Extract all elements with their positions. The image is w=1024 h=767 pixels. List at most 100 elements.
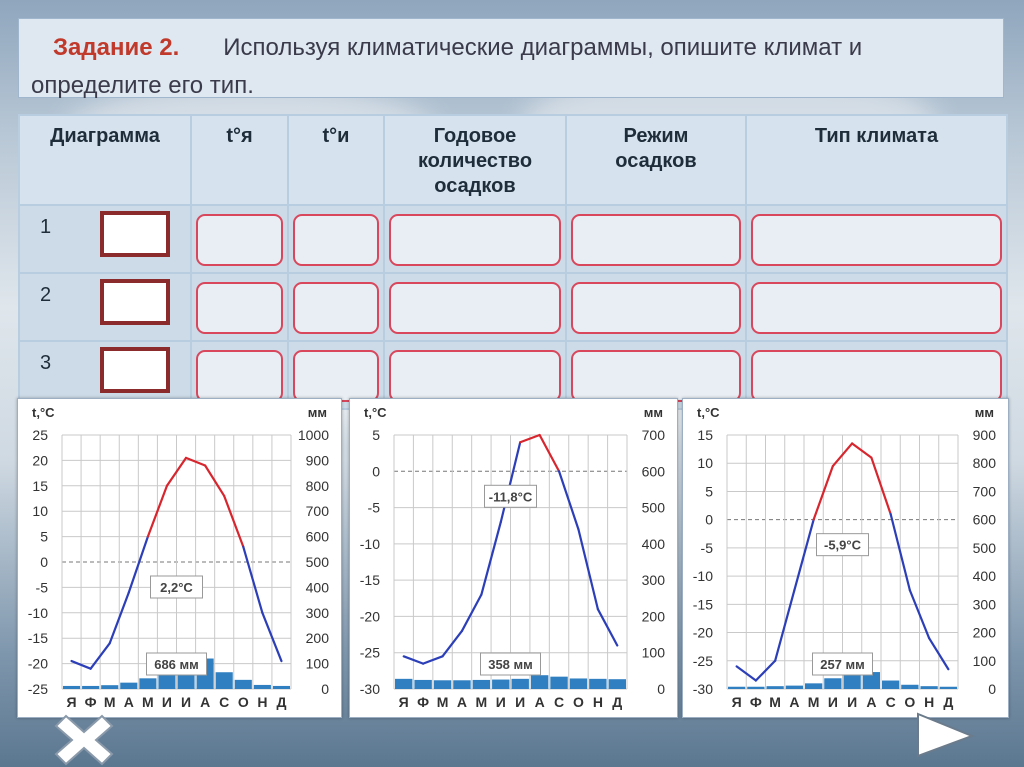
temperature-line-segment xyxy=(184,456,207,467)
temp-tick-label: -20 xyxy=(693,625,713,641)
precip-bar xyxy=(882,680,900,689)
month-label: М xyxy=(476,694,488,710)
row-cell-precip xyxy=(383,204,567,274)
temperature-line-segment xyxy=(812,464,834,521)
month-label: Я xyxy=(732,694,742,710)
row-cell-t-jan xyxy=(190,272,289,342)
climate-chart-3-svg: t,°C мм 15 10 5 0 -5 -10 -15 -20 -25 -30 900 800 700 60… xyxy=(693,405,997,710)
next-arrow-icon[interactable] xyxy=(914,710,978,758)
close-icon[interactable] xyxy=(52,712,116,767)
annual-precip-label: 358 мм xyxy=(488,657,533,672)
answer-field-precip[interactable] xyxy=(389,214,561,266)
row-cell-climate xyxy=(745,204,1008,274)
temperature-line-segment xyxy=(441,629,464,658)
temperature-line-segment xyxy=(108,591,130,645)
header-climate-type: Тип климата xyxy=(745,114,1008,206)
precip-tick-label: 400 xyxy=(973,568,997,584)
annual-precip-box xyxy=(480,652,541,676)
temperature-line-segment xyxy=(402,655,425,665)
answer-field-t-jan[interactable] xyxy=(196,214,283,266)
precip-bar xyxy=(728,686,746,689)
precip-tick-label: 300 xyxy=(642,572,666,588)
diagram-thumbnail[interactable] xyxy=(100,347,170,393)
answer-field-precip[interactable] xyxy=(389,350,561,402)
answer-field-climate[interactable] xyxy=(751,350,1002,402)
month-label: А xyxy=(866,694,876,710)
answer-field-climate[interactable] xyxy=(751,282,1002,334)
precip-tick-label: 700 xyxy=(642,427,666,443)
temp-tick-label: -5 xyxy=(701,540,714,556)
answer-field-t-jul[interactable] xyxy=(293,214,379,266)
header-t-jan: t°я xyxy=(190,114,289,206)
precip-tick-label: 600 xyxy=(973,512,997,528)
answer-field-climate[interactable] xyxy=(751,214,1002,266)
temp-tick-label: -30 xyxy=(693,681,713,697)
header-diagram: Диаграмма xyxy=(18,114,192,206)
temp-tick-label: -5 xyxy=(36,579,49,595)
row-number: 3 xyxy=(40,352,52,374)
answer-field-regime[interactable] xyxy=(571,350,741,402)
month-label: О xyxy=(238,694,249,710)
precip-tick-label: 300 xyxy=(973,596,997,612)
annual-temp-box xyxy=(484,484,537,508)
month-label: А xyxy=(789,694,799,710)
precip-bar xyxy=(901,684,919,689)
month-label: А xyxy=(200,694,210,710)
answer-field-t-jan[interactable] xyxy=(196,350,283,402)
header-t-jul: t°и xyxy=(287,114,385,206)
precip-bar xyxy=(805,683,823,689)
annual-precip-label: 257 мм xyxy=(820,657,865,672)
row-cell-regime xyxy=(565,204,747,274)
temp-tick-label: -25 xyxy=(28,681,48,697)
temperature-line-segment xyxy=(519,433,541,444)
temp-tick-label: 5 xyxy=(372,427,380,443)
month-label: М xyxy=(142,694,154,710)
climate-chart-2-svg: t,°C мм 5 0 -5 -10 -15 -20 -25 -30 700 600 500 400 300… xyxy=(360,405,666,710)
answer-table: Диаграмма t°я t°и Годовое количество оса… xyxy=(18,114,1008,410)
month-label: М xyxy=(769,694,781,710)
temp-tick-label: 10 xyxy=(697,455,713,471)
precip-bar xyxy=(747,686,765,689)
answer-field-t-jan[interactable] xyxy=(196,282,283,334)
precip-bar xyxy=(511,678,529,689)
answer-field-t-jul[interactable] xyxy=(293,282,379,334)
precip-tick-label: 500 xyxy=(973,540,997,556)
answer-field-regime[interactable] xyxy=(571,282,741,334)
precip-tick-label: 1000 xyxy=(298,427,329,443)
climate-chart-2: t,°C мм 5 0 -5 -10 -15 -20 -25 -30 700 600 500 400 300… xyxy=(349,398,678,718)
row-cell-t-jan xyxy=(190,204,289,274)
precip-tick-label: 300 xyxy=(306,605,330,621)
task-text: Используя климатические диаграммы, опиши… xyxy=(31,34,863,99)
answer-field-regime[interactable] xyxy=(571,214,741,266)
precip-tick-label: 200 xyxy=(642,608,666,624)
month-label: Ф xyxy=(417,694,429,710)
temp-tick-label: -30 xyxy=(360,681,380,697)
precip-tick-label: 500 xyxy=(306,554,330,570)
answer-field-t-jul[interactable] xyxy=(293,350,379,402)
temperature-line-segment xyxy=(831,442,854,468)
month-label: Ф xyxy=(750,694,762,710)
diagram-thumbnail[interactable] xyxy=(100,211,170,257)
task-box: Задание 2. Используя климатические диагра… xyxy=(18,18,1004,99)
precip-bar xyxy=(939,686,957,689)
precip-bar xyxy=(272,685,290,689)
temperature-line-segment xyxy=(774,589,796,662)
temperature-line-segment xyxy=(928,637,950,671)
temp-tick-label: 0 xyxy=(705,512,713,528)
month-label: Н xyxy=(593,694,603,710)
table-row: 3 xyxy=(18,340,1008,410)
row-cell-precip xyxy=(383,272,567,342)
precip-tick-label: 600 xyxy=(306,529,330,545)
month-label: И xyxy=(496,694,506,710)
month-label: О xyxy=(904,694,915,710)
temperature-line-segment xyxy=(889,512,911,592)
precip-bar xyxy=(530,675,549,689)
diagram-thumbnail[interactable] xyxy=(100,279,170,325)
climate-chart-3: t,°C мм 15 10 5 0 -5 -10 -15 -20 -25 -30 900 800 700 60… xyxy=(682,398,1009,718)
temp-tick-label: -15 xyxy=(360,572,380,588)
row-cell-diagram: 1 xyxy=(18,204,192,274)
answer-field-precip[interactable] xyxy=(389,282,561,334)
precip-bar xyxy=(253,684,271,689)
row-number: 2 xyxy=(40,284,52,306)
temperature-line-segment xyxy=(480,520,502,596)
